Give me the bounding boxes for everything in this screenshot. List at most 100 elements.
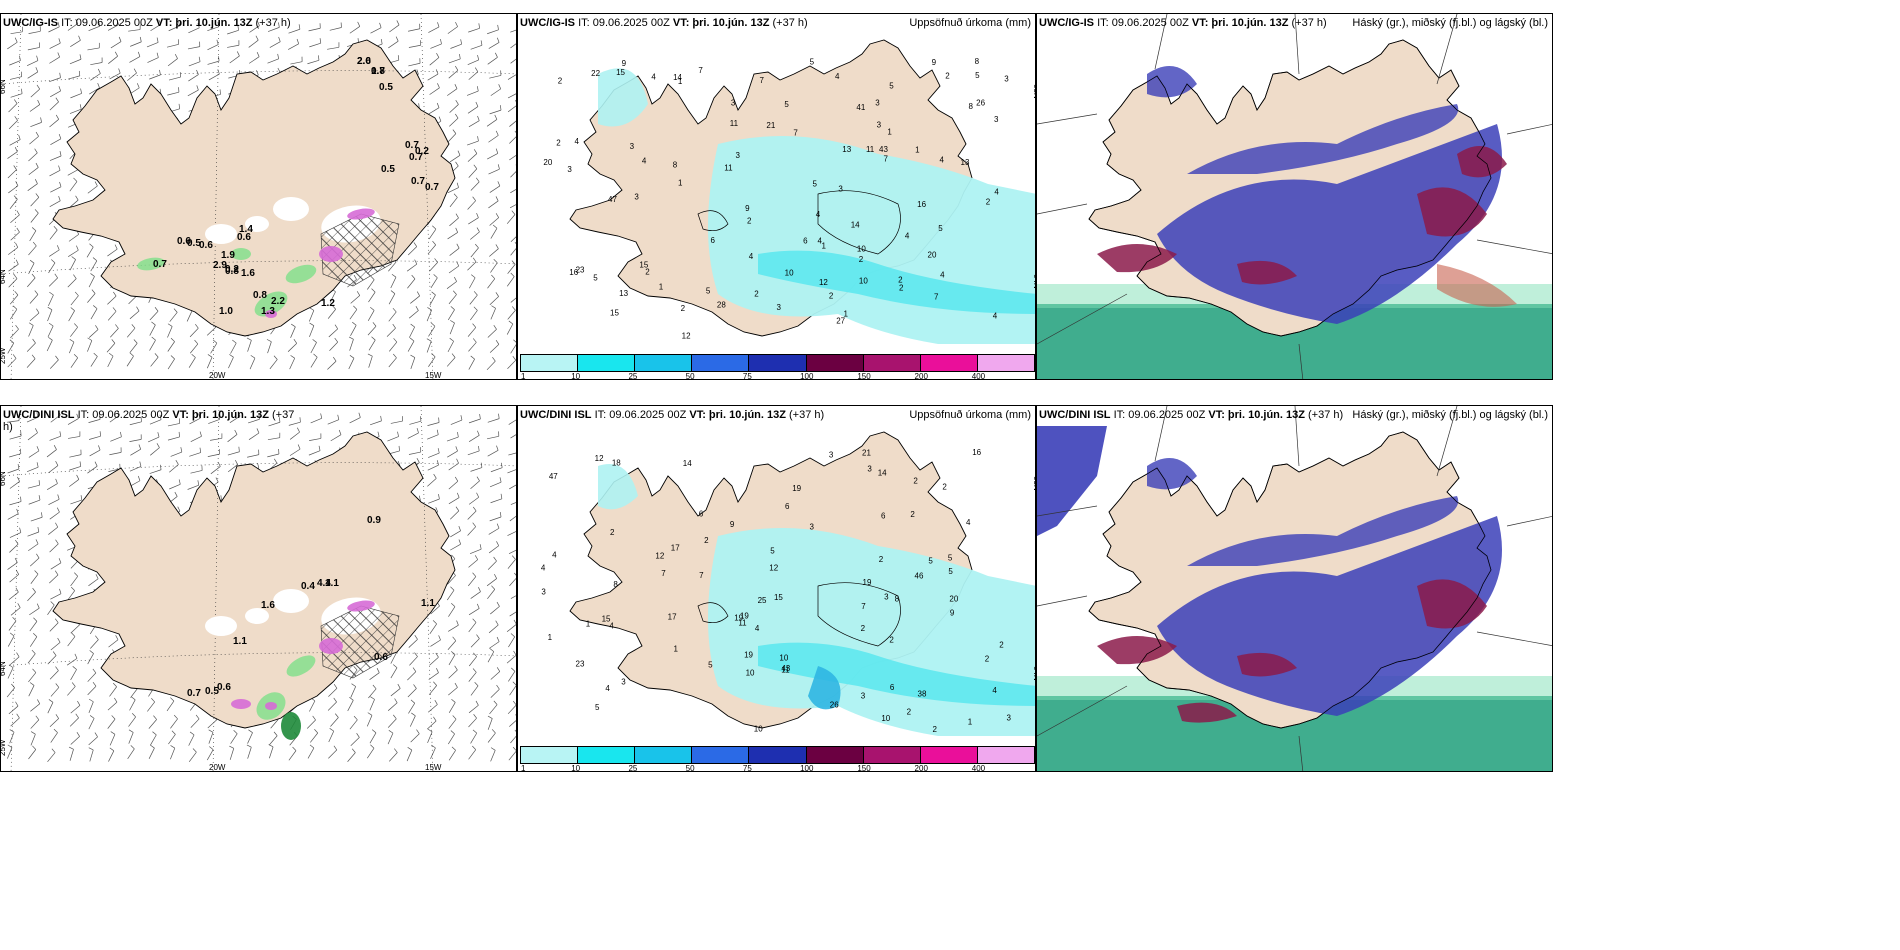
value-label: 0.5 (379, 82, 393, 93)
value-label: 4 (755, 624, 760, 633)
cloud-map (1037, 406, 1552, 771)
value-label: 7 (759, 76, 764, 85)
colorbar-swatch (635, 355, 693, 371)
value-label: 2 (945, 71, 950, 80)
value-label: 15 (639, 261, 648, 270)
colorbar-swatch (920, 355, 978, 371)
colorbar-label: 150 (857, 372, 871, 380)
value-label: 23 (576, 266, 585, 275)
value-label: 25 (758, 596, 767, 605)
value-label: 2 (910, 510, 915, 519)
value-label: 26 (976, 98, 985, 107)
value-label: 2 (985, 655, 990, 664)
value-label: 10 (779, 653, 788, 662)
value-label: 4 (940, 270, 945, 279)
value-label: 1 (586, 619, 591, 628)
map-panel-3: UWC/IG-IS IT: 09.06.2025 00Z VT: þri. 10… (1036, 13, 1553, 380)
value-label: 0.7 (371, 66, 385, 77)
value-label: 0.6 (177, 236, 191, 247)
value-label: 5 (948, 567, 953, 576)
value-label: 17 (671, 544, 680, 553)
value-label: 4 (992, 686, 997, 695)
panel-title: UWC/DINI ISL IT: 09.06.2025 00Z VT: þri.… (3, 409, 295, 433)
value-label: 4 (541, 563, 546, 572)
map-panel-2: UWC/IG-IS IT: 09.06.2025 00Z VT: þri. 10… (517, 13, 1036, 380)
value-label: 3 (875, 99, 880, 108)
value-label: 2 (889, 635, 894, 644)
value-label: 2 (986, 198, 991, 207)
value-label: 20 (949, 595, 958, 604)
value-label: 5 (948, 553, 953, 562)
value-label: 0.6 (217, 682, 231, 693)
value-label: 6 (710, 236, 715, 245)
value-label: 4 (835, 72, 840, 81)
value-label: 0.7 (153, 259, 167, 270)
value-label: 3 (809, 523, 814, 532)
value-label: 8 (968, 102, 973, 111)
colorbar-label: 10 (571, 372, 581, 380)
value-label: 20 (928, 251, 937, 260)
value-label: 6 (699, 509, 704, 518)
value-label: 1 (915, 145, 920, 154)
value-label: 4 (966, 518, 971, 527)
value-label: 6 (890, 683, 895, 692)
value-label: 15 (602, 615, 611, 624)
value-label: 4 (994, 187, 999, 196)
value-label: 12 (595, 454, 604, 463)
value-label: 3 (829, 450, 834, 459)
value-label: 15 (774, 593, 783, 602)
value-label: 7 (698, 66, 703, 75)
lat-tick-label: 64N (1, 661, 7, 676)
colorbar-label: 25 (628, 764, 638, 772)
wind-map: 2.60.70.50.70.20.70.50.70.70.60.50.60.61… (1, 14, 516, 379)
value-label: 1.3 (261, 306, 275, 317)
value-label: 1.8 (371, 66, 385, 77)
colorbar (520, 354, 1035, 372)
value-label: 3 (731, 99, 736, 108)
colorbar-swatch (521, 747, 579, 763)
value-label: 14 (673, 73, 682, 82)
colorbar-label: 100 (800, 372, 814, 380)
value-label: 4 (993, 312, 998, 321)
value-label: 2.6 (357, 56, 371, 67)
value-label: 1 (968, 717, 973, 726)
value-label: 19 (734, 614, 743, 623)
value-label: 7 (793, 128, 798, 137)
value-label: 14 (683, 459, 692, 468)
value-label: 0.4 (301, 581, 315, 592)
value-label: 28 (717, 301, 726, 310)
value-label: 2 (999, 640, 1004, 649)
lat-tick-label: 64N (1032, 666, 1036, 681)
value-label: 12 (682, 331, 691, 340)
value-label: 4.4 (317, 578, 331, 589)
value-label: 2 (907, 707, 912, 716)
value-label: 7 (661, 569, 666, 578)
value-label: 2 (747, 216, 752, 225)
value-label: 6 (881, 512, 886, 521)
value-label: 22 (591, 69, 600, 78)
colorbar-label: 1 (521, 372, 526, 380)
map-panel-4: UWC/DINI ISL IT: 09.06.2025 00Z VT: þri.… (0, 405, 517, 772)
value-label: 6 (785, 502, 790, 511)
value-label: 1.2 (321, 298, 335, 309)
value-label: 8 (895, 595, 900, 604)
value-label: 43 (879, 145, 888, 154)
value-label: 3 (867, 465, 872, 474)
lat-tick-label: 66N (1, 471, 7, 486)
value-label: 1 (822, 242, 827, 251)
value-label: 4 (605, 684, 610, 693)
value-label: 2 (754, 289, 759, 298)
colorbar-label: 50 (685, 372, 695, 380)
value-label: 14 (878, 469, 887, 478)
value-label: 1 (548, 633, 553, 642)
value-label: 2 (913, 477, 918, 486)
value-label: 8 (673, 160, 678, 169)
colorbar-swatch (977, 747, 1034, 763)
colorbar-swatch (749, 355, 807, 371)
colorbar-label: 75 (742, 764, 752, 772)
panel-title: UWC/IG-IS IT: 09.06.2025 00Z VT: þri. 10… (520, 17, 808, 29)
value-label: 20 (543, 158, 552, 167)
value-label: 4 (817, 237, 822, 246)
value-label: 19 (740, 612, 749, 621)
value-label: 2 (558, 77, 563, 86)
